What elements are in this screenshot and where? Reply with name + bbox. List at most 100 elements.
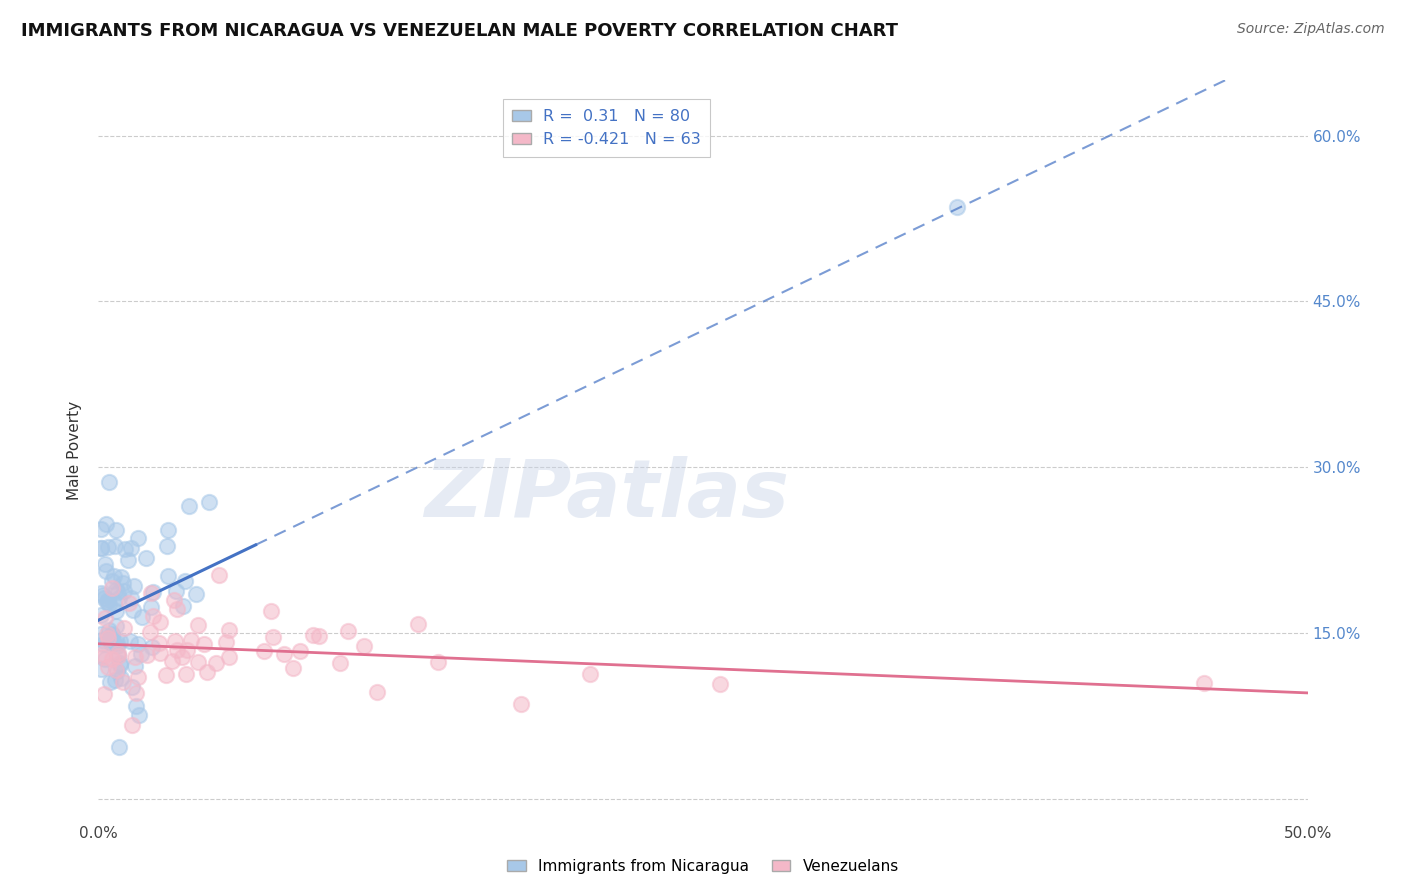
Point bbox=[129, 647, 152, 661]
Point bbox=[105, 636, 128, 650]
Point bbox=[273, 647, 295, 661]
Point bbox=[96, 564, 118, 578]
Point bbox=[112, 621, 135, 635]
Point bbox=[90, 586, 112, 600]
Point bbox=[94, 557, 117, 571]
Point bbox=[260, 604, 283, 618]
Point bbox=[142, 608, 165, 623]
Point bbox=[101, 628, 124, 642]
Point bbox=[157, 523, 180, 537]
Point bbox=[156, 540, 179, 554]
Point bbox=[97, 660, 120, 674]
Point bbox=[105, 639, 128, 653]
Point bbox=[366, 685, 388, 699]
Point bbox=[141, 640, 163, 654]
Point bbox=[105, 523, 128, 537]
Point bbox=[90, 522, 112, 536]
Point bbox=[510, 697, 533, 711]
Point bbox=[120, 591, 142, 605]
Point bbox=[174, 574, 197, 589]
Point bbox=[124, 658, 146, 673]
Point bbox=[187, 617, 209, 632]
Point bbox=[288, 644, 311, 658]
Point bbox=[93, 687, 115, 701]
Point bbox=[108, 656, 131, 670]
Point bbox=[104, 582, 127, 597]
Point bbox=[174, 667, 197, 681]
Point bbox=[218, 623, 240, 637]
Point bbox=[177, 500, 200, 514]
Point bbox=[94, 611, 117, 625]
Point bbox=[709, 677, 731, 691]
Point bbox=[110, 671, 132, 685]
Point bbox=[98, 674, 121, 689]
Point bbox=[110, 570, 132, 584]
Point bbox=[107, 739, 129, 754]
Point bbox=[406, 617, 429, 632]
Point bbox=[91, 633, 114, 648]
Point bbox=[91, 649, 114, 664]
Point bbox=[262, 631, 284, 645]
Point bbox=[172, 650, 194, 665]
Point bbox=[142, 585, 165, 599]
Point bbox=[118, 596, 141, 610]
Point bbox=[353, 639, 375, 653]
Point bbox=[96, 627, 118, 641]
Point bbox=[101, 582, 124, 596]
Point bbox=[149, 615, 172, 629]
Point bbox=[97, 593, 120, 607]
Point bbox=[90, 627, 112, 641]
Point bbox=[103, 596, 125, 610]
Point bbox=[165, 584, 187, 599]
Point bbox=[121, 680, 143, 694]
Point bbox=[97, 540, 120, 554]
Point bbox=[112, 575, 135, 590]
Point bbox=[101, 574, 124, 588]
Point bbox=[160, 654, 183, 668]
Point bbox=[93, 647, 115, 661]
Point bbox=[100, 632, 122, 647]
Point bbox=[252, 644, 274, 658]
Point bbox=[104, 663, 127, 677]
Point bbox=[101, 651, 124, 665]
Point bbox=[131, 610, 153, 624]
Point bbox=[117, 552, 139, 566]
Point bbox=[98, 475, 121, 489]
Point bbox=[163, 593, 186, 607]
Point bbox=[148, 635, 170, 649]
Point bbox=[1192, 676, 1215, 690]
Point bbox=[301, 628, 323, 642]
Point bbox=[198, 495, 221, 509]
Point bbox=[94, 517, 117, 532]
Point bbox=[329, 656, 352, 670]
Point bbox=[107, 646, 129, 660]
Point bbox=[308, 629, 330, 643]
Point bbox=[97, 631, 120, 645]
Y-axis label: Male Poverty: Male Poverty bbox=[67, 401, 83, 500]
Legend: R =  0.31   N = 80, R = -0.421   N = 63: R = 0.31 N = 80, R = -0.421 N = 63 bbox=[502, 99, 710, 156]
Point bbox=[120, 541, 142, 555]
Point bbox=[107, 648, 129, 663]
Point bbox=[100, 636, 122, 650]
Legend: Immigrants from Nicaragua, Venezuelans: Immigrants from Nicaragua, Venezuelans bbox=[502, 853, 904, 880]
Point bbox=[157, 569, 180, 583]
Point bbox=[125, 698, 148, 713]
Point bbox=[107, 648, 129, 663]
Point bbox=[100, 627, 122, 641]
Point bbox=[946, 200, 969, 214]
Point bbox=[124, 649, 146, 664]
Point bbox=[127, 671, 149, 685]
Point bbox=[176, 643, 198, 657]
Point bbox=[108, 658, 131, 673]
Point bbox=[166, 642, 188, 657]
Point bbox=[103, 569, 125, 583]
Point bbox=[139, 625, 162, 640]
Point bbox=[427, 655, 450, 669]
Text: Source: ZipAtlas.com: Source: ZipAtlas.com bbox=[1237, 22, 1385, 37]
Point bbox=[114, 542, 136, 557]
Point bbox=[103, 636, 125, 650]
Point bbox=[127, 637, 149, 651]
Point bbox=[155, 667, 177, 681]
Point bbox=[165, 634, 187, 648]
Point bbox=[218, 649, 240, 664]
